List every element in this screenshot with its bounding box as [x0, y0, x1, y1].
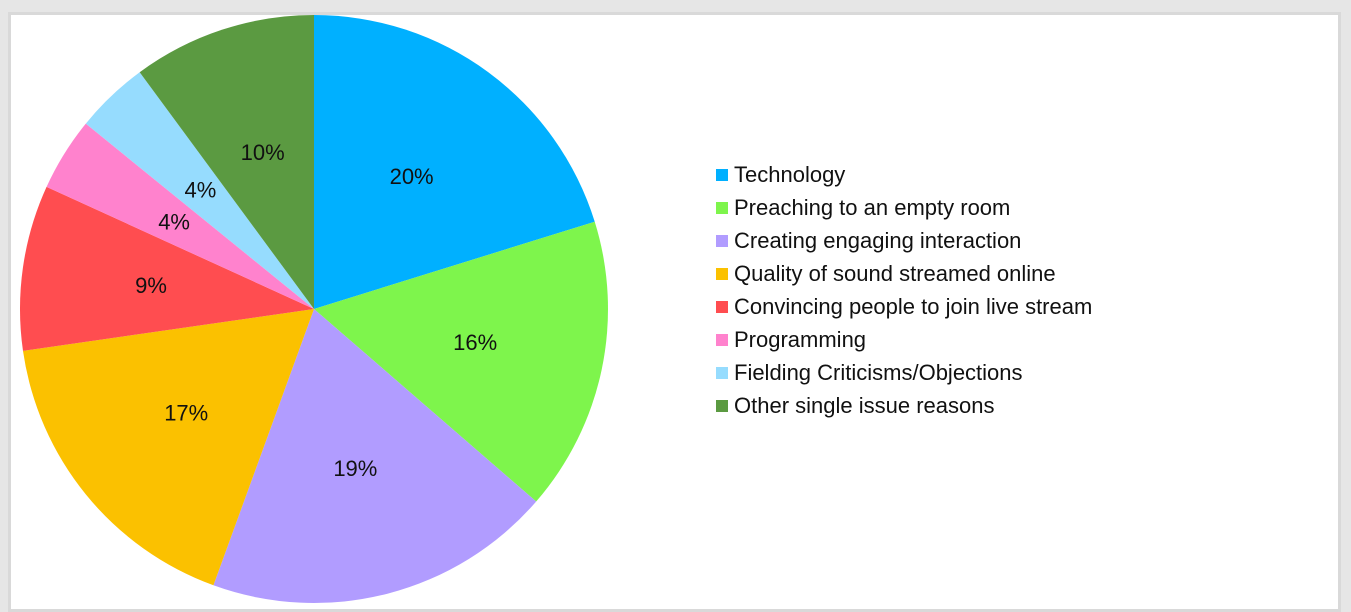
- chart-frame: 20% 16% 19% 17% 9% 4% 4% 10% Technology Preachin…: [8, 12, 1341, 612]
- legend-item-technology: Technology: [716, 158, 1092, 191]
- legend-item-preaching-to-an-empty-room: Preaching to an empty room: [716, 191, 1092, 224]
- pie-chart: 20% 16% 19% 17% 9% 4% 4% 10%: [19, 15, 608, 603]
- slice-value-label-creating-engaging-interaction: 19%: [333, 456, 377, 481]
- slice-value-label-quality-of-sound-streamed-online: 17%: [164, 400, 208, 425]
- pie-slices: [19, 15, 608, 603]
- legend-swatch: [716, 300, 728, 313]
- legend-item-quality-of-sound-streamed-online: Quality of sound streamed online: [716, 257, 1092, 290]
- pie-slice-programming: [46, 123, 315, 309]
- legend-swatch: [716, 366, 728, 379]
- legend-swatch: [716, 267, 728, 280]
- legend-item-creating-engaging-interaction: Creating engaging interaction: [716, 224, 1092, 257]
- legend-label: Creating engaging interaction: [734, 227, 1022, 253]
- legend-label: Programming: [734, 326, 867, 352]
- slice-value-label-preaching-to-an-empty-room: 16%: [453, 330, 497, 355]
- legend-label: Convincing people to join live stream: [734, 293, 1093, 319]
- legend-item-other-single-issue-reasons: Other single issue reasons: [716, 389, 1092, 422]
- pie-slice-fielding-criticisms-objections: [85, 72, 314, 309]
- slice-value-label-technology: 20%: [390, 164, 434, 189]
- slice-value-label-programming: 4%: [158, 210, 190, 235]
- legend-label: Quality of sound streamed online: [734, 260, 1056, 286]
- pie-slice-technology: [314, 15, 595, 309]
- slice-value-label-other-single-issue-reasons: 10%: [241, 140, 285, 165]
- legend-item-programming: Programming: [716, 323, 1092, 356]
- pie-slice-other-single-issue-reasons: [139, 15, 314, 309]
- legend-label: Fielding Criticisms/Objections: [734, 359, 1023, 385]
- legend-label: Technology: [734, 161, 846, 187]
- pie-slice-convincing-people-to-join-live-stream: [19, 186, 314, 351]
- legend-item-fielding-criticisms-objections: Fielding Criticisms/Objections: [716, 356, 1092, 389]
- legend-swatch: [716, 399, 728, 412]
- legend-item-convincing-people-to-join-live-stream: Convincing people to join live stream: [716, 290, 1092, 323]
- slice-value-label-fielding-criticisms-objections: 4%: [184, 177, 216, 202]
- pie-value-labels: 20% 16% 19% 17% 9% 4% 4% 10%: [135, 140, 497, 481]
- chart-legend: Technology Preaching to an empty room Crea…: [716, 158, 1092, 422]
- legend-swatch: [716, 201, 728, 214]
- legend-label: Other single issue reasons: [734, 392, 995, 418]
- slice-value-label-convincing-people-to-join-live-stream: 9%: [135, 273, 167, 298]
- legend-swatch: [716, 234, 728, 247]
- pie-slice-quality-of-sound-streamed-online: [22, 309, 315, 586]
- pie-slice-creating-engaging-interaction: [213, 309, 537, 603]
- legend-swatch: [716, 333, 728, 346]
- legend-swatch: [716, 168, 728, 181]
- legend-label: Preaching to an empty room: [734, 194, 1011, 220]
- pie-slice-preaching-to-an-empty-room: [314, 221, 608, 502]
